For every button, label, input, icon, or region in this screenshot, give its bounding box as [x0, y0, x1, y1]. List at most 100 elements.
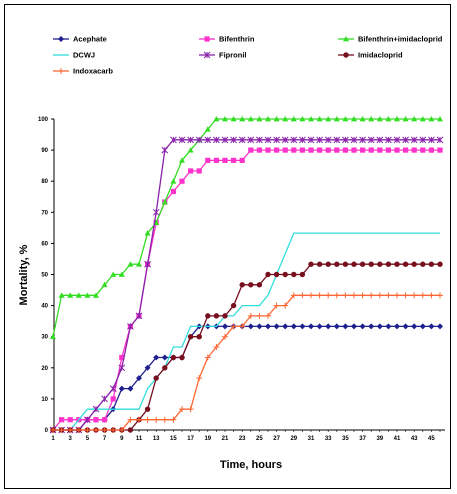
data-point	[282, 302, 289, 309]
data-point	[299, 136, 306, 144]
data-point	[333, 116, 340, 122]
data-point	[403, 147, 409, 153]
data-point	[135, 312, 143, 320]
data-point	[204, 136, 212, 144]
data-point	[256, 147, 262, 153]
legend-entry: Bifenthrin	[199, 35, 255, 44]
data-point	[368, 292, 375, 299]
data-point	[67, 417, 73, 423]
legend-label: Acephate	[73, 35, 107, 44]
data-point	[196, 168, 202, 174]
y-tick-label: 70	[41, 210, 48, 216]
data-point	[411, 261, 417, 267]
series-layer	[49, 116, 444, 434]
data-point	[110, 427, 117, 433]
data-point	[351, 323, 357, 330]
data-point	[144, 416, 151, 423]
data-point	[161, 416, 168, 423]
data-point	[170, 178, 177, 184]
data-point	[92, 405, 100, 413]
series-fipronil	[49, 136, 444, 434]
data-point	[179, 354, 185, 361]
data-point	[325, 261, 331, 267]
data-point	[299, 323, 306, 330]
data-point	[238, 136, 246, 144]
data-point	[282, 323, 289, 330]
data-point	[203, 51, 211, 59]
data-point	[264, 136, 272, 144]
legend-label: Indoxacarb	[73, 67, 113, 76]
data-point	[179, 178, 185, 184]
data-point	[67, 292, 74, 298]
legend-label: Bifenthrin	[219, 35, 255, 44]
x-tick-label: 41	[394, 436, 401, 442]
data-point	[136, 375, 142, 382]
data-point	[376, 323, 383, 330]
legend: Acephate Bifenthrin Bifenthrin+imidaclopri…	[53, 35, 443, 76]
data-point	[437, 147, 443, 153]
data-point	[230, 116, 237, 122]
data-point	[205, 157, 211, 163]
x-tick-label: 43	[411, 436, 418, 442]
data-point	[324, 136, 332, 144]
data-point	[317, 147, 323, 153]
data-point	[402, 116, 409, 122]
data-point	[127, 261, 134, 267]
data-point	[419, 292, 426, 299]
y-tick-label: 100	[38, 117, 49, 123]
data-point	[75, 292, 82, 298]
data-point	[437, 292, 443, 299]
data-point	[273, 271, 280, 278]
data-point	[187, 406, 194, 413]
data-point	[221, 136, 229, 144]
data-point	[50, 333, 56, 340]
data-point	[333, 136, 341, 144]
data-point	[343, 36, 349, 42]
data-point	[428, 323, 435, 330]
data-point	[222, 157, 228, 163]
x-axis-label: Time, hours	[220, 459, 282, 471]
data-point	[102, 417, 108, 423]
data-point	[411, 323, 418, 330]
data-point	[385, 261, 392, 267]
x-tick-label: 39	[376, 436, 383, 442]
data-point	[394, 147, 400, 153]
data-point	[377, 147, 383, 153]
data-point	[265, 116, 271, 122]
y-tick-label: 20	[41, 366, 48, 372]
data-point	[265, 271, 271, 278]
series-indoxacarb	[50, 292, 443, 433]
x-tick-label: 19	[204, 436, 211, 442]
data-point	[230, 302, 237, 309]
x-tick-label: 13	[153, 436, 160, 442]
x-tick-labels: 1 3 5 7 9 11 13 15 17 19 21 23 25 27 29 31 33 35 37 39 41 43 4…	[51, 430, 441, 442]
data-point	[342, 261, 349, 267]
data-point	[402, 261, 409, 267]
data-point	[394, 116, 400, 122]
data-point	[101, 427, 108, 433]
data-point	[325, 292, 332, 299]
data-point	[256, 136, 263, 144]
data-point	[161, 199, 168, 205]
data-point	[101, 281, 108, 288]
data-point	[420, 261, 426, 267]
data-point	[385, 292, 392, 299]
legend-label: Bifenthrin+imidacloprid	[358, 35, 443, 44]
data-point	[213, 343, 220, 350]
data-point	[402, 136, 409, 144]
series-line-indoxacarb	[53, 294, 440, 431]
data-point	[101, 395, 108, 403]
data-point	[58, 427, 65, 433]
data-point	[299, 271, 306, 278]
data-point	[247, 136, 255, 144]
data-point	[152, 208, 160, 216]
data-point	[385, 116, 392, 122]
data-point	[368, 261, 374, 267]
x-tick-label: 11	[136, 436, 143, 442]
data-point	[144, 260, 151, 268]
series-line-acephate	[53, 325, 440, 431]
data-point	[136, 416, 142, 423]
data-point	[170, 188, 176, 195]
data-point	[75, 427, 82, 433]
y-tick-label: 10	[41, 397, 48, 403]
